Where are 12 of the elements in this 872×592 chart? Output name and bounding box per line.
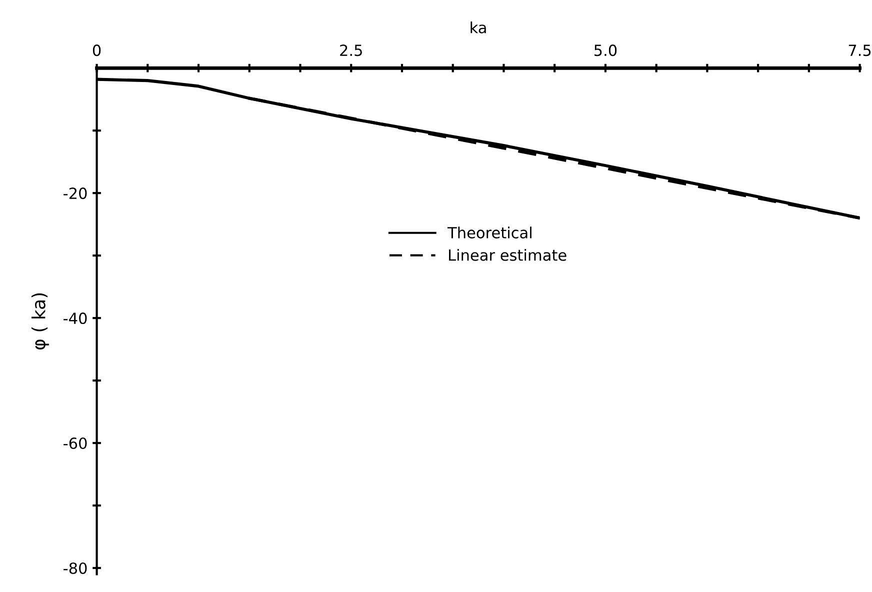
y-tick-label: -60 — [64, 437, 87, 450]
x-tick-label: 2.5 — [340, 44, 362, 56]
legend-label: Theoretical — [447, 226, 532, 238]
y-axis-title: φ ( ka) — [31, 293, 49, 350]
y-tick-label: -20 — [64, 188, 87, 200]
x-axis-title: ka — [470, 22, 486, 34]
y-tick-label: -40 — [64, 312, 87, 324]
y-tick-label: -80 — [64, 562, 87, 574]
x-tick-label: 0 — [92, 44, 101, 56]
x-tick-label: 7.5 — [848, 44, 871, 56]
legend-label: Linear estimate — [449, 249, 566, 261]
x-tick-label: 5.0 — [594, 44, 617, 56]
